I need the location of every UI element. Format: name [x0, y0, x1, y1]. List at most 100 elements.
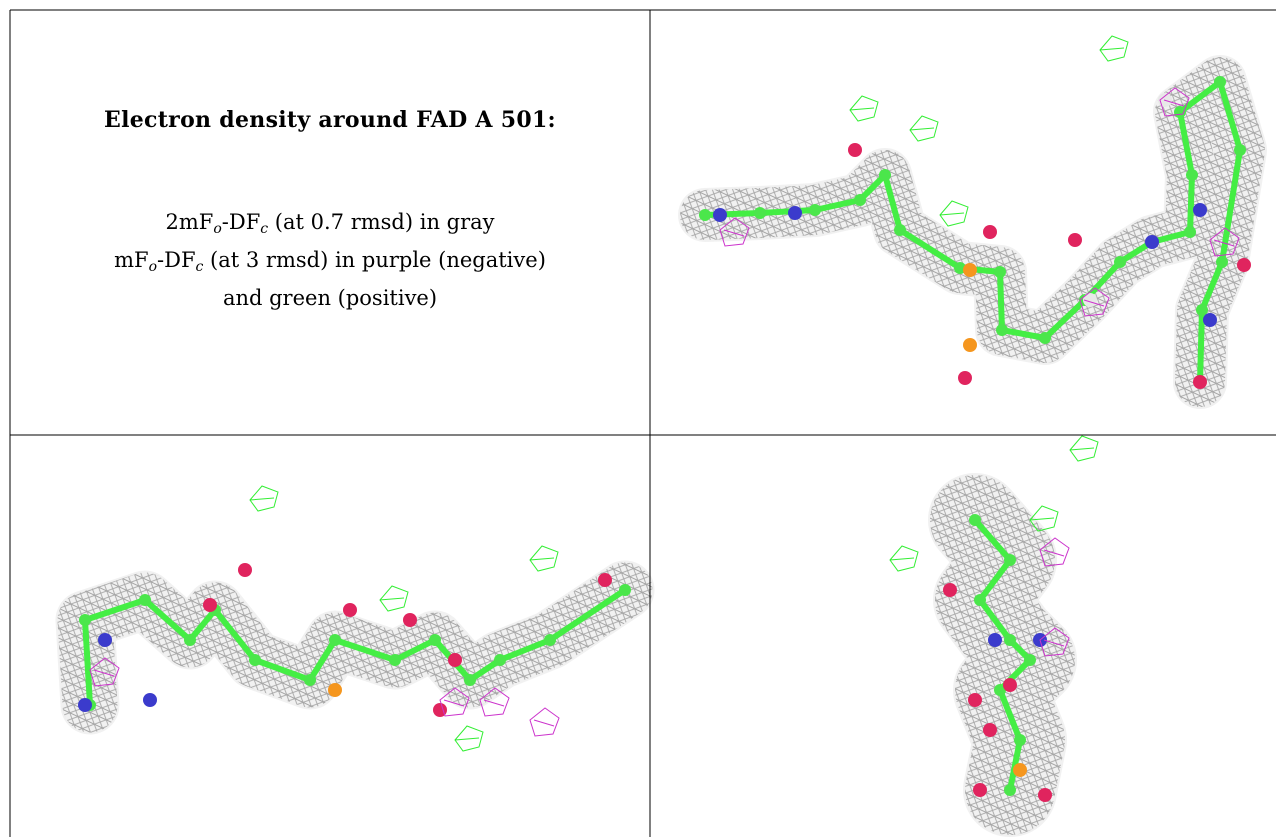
atom — [1083, 293, 1097, 307]
negative-density — [1079, 287, 1110, 317]
atom — [1234, 144, 1246, 156]
atom — [988, 633, 1002, 647]
atom — [943, 583, 957, 597]
atom — [809, 204, 821, 216]
atom — [1004, 634, 1016, 646]
atom — [304, 674, 316, 686]
atom — [968, 693, 982, 707]
atom — [973, 783, 987, 797]
positive-density — [1069, 435, 1099, 462]
atom — [143, 693, 157, 707]
positive-density — [1029, 505, 1059, 532]
atom — [879, 169, 891, 181]
atom — [79, 614, 91, 626]
atom — [429, 634, 441, 646]
atom — [598, 573, 612, 587]
bond — [82, 587, 627, 706]
atom — [238, 563, 252, 577]
negative-density — [439, 687, 470, 717]
caption-line: 2mFo-DFc (at 0.7 rmsd) in gray — [11, 203, 649, 241]
positive-density — [909, 115, 939, 142]
atom — [713, 208, 727, 222]
atom — [1196, 304, 1208, 316]
atom — [1237, 258, 1251, 272]
text-run: and green (positive) — [222, 286, 438, 310]
atom — [619, 584, 631, 596]
atom — [963, 263, 977, 277]
table-borders — [9, 9, 1276, 837]
subscript: o — [148, 259, 158, 275]
negative-density — [1159, 87, 1190, 117]
atom — [699, 209, 711, 221]
positive-density — [1099, 35, 1129, 62]
positive-density — [454, 725, 484, 752]
text-run: mF — [114, 248, 149, 272]
text-run: 2mF — [165, 210, 214, 234]
atom — [464, 674, 476, 686]
caption-line: and green (positive) — [11, 279, 649, 317]
atom — [184, 634, 196, 646]
atom — [544, 634, 556, 646]
bond — [972, 518, 1033, 791]
atom — [1068, 233, 1082, 247]
atom — [78, 698, 92, 712]
negative-density — [1039, 537, 1070, 567]
atom — [403, 613, 417, 627]
atom — [1203, 313, 1217, 327]
atom — [1184, 226, 1196, 238]
atom — [1024, 654, 1036, 666]
atom — [203, 598, 217, 612]
atom — [1014, 734, 1026, 746]
atom — [994, 684, 1006, 696]
atom — [1114, 256, 1126, 268]
subscript: c — [195, 259, 204, 275]
positive-density — [849, 95, 879, 122]
atom — [1039, 332, 1051, 344]
atom — [98, 633, 112, 647]
atom — [983, 225, 997, 239]
atom — [1038, 788, 1052, 802]
atom — [328, 683, 342, 697]
atom — [788, 206, 802, 220]
atom — [494, 654, 506, 666]
text-run: (at 0.7 rmsd) in gray — [268, 210, 495, 234]
text-run: (at 3 rmsd) in purple (negative) — [203, 248, 546, 272]
positive-density — [939, 200, 969, 227]
caption-line: mFo-DFc (at 3 rmsd) in purple (negative) — [11, 241, 649, 279]
negative-density — [1039, 627, 1070, 657]
subscript: c — [260, 221, 269, 237]
atom — [343, 603, 357, 617]
molecule-renderings — [55, 35, 1267, 837]
atom — [249, 654, 261, 666]
atom — [448, 653, 462, 667]
atom — [974, 594, 986, 606]
subscript: o — [213, 221, 222, 237]
caption-title: Electron density around FAD A 501: — [104, 107, 556, 133]
atom — [329, 634, 341, 646]
positive-density — [889, 545, 919, 572]
atom — [1004, 554, 1016, 566]
negative-density — [89, 657, 120, 687]
atom — [894, 224, 906, 236]
density-mesh-edge — [678, 55, 1267, 409]
positive-density — [249, 485, 279, 512]
atom — [754, 207, 766, 219]
positive-density — [529, 545, 559, 572]
atom — [994, 266, 1006, 278]
atom — [1216, 256, 1228, 268]
atom — [848, 143, 862, 157]
atom — [954, 262, 966, 274]
text-run: -DF — [221, 210, 261, 234]
negative-density — [1209, 227, 1240, 257]
atom — [433, 703, 447, 717]
caption-cell: Electron density around FAD A 501: 2mFo-… — [11, 11, 649, 434]
atom — [958, 371, 972, 385]
negative-density — [529, 707, 560, 737]
text-run: -DF — [157, 248, 196, 272]
atom — [1145, 235, 1159, 249]
atom — [1214, 76, 1226, 88]
atom — [963, 338, 977, 352]
atom — [139, 594, 151, 606]
